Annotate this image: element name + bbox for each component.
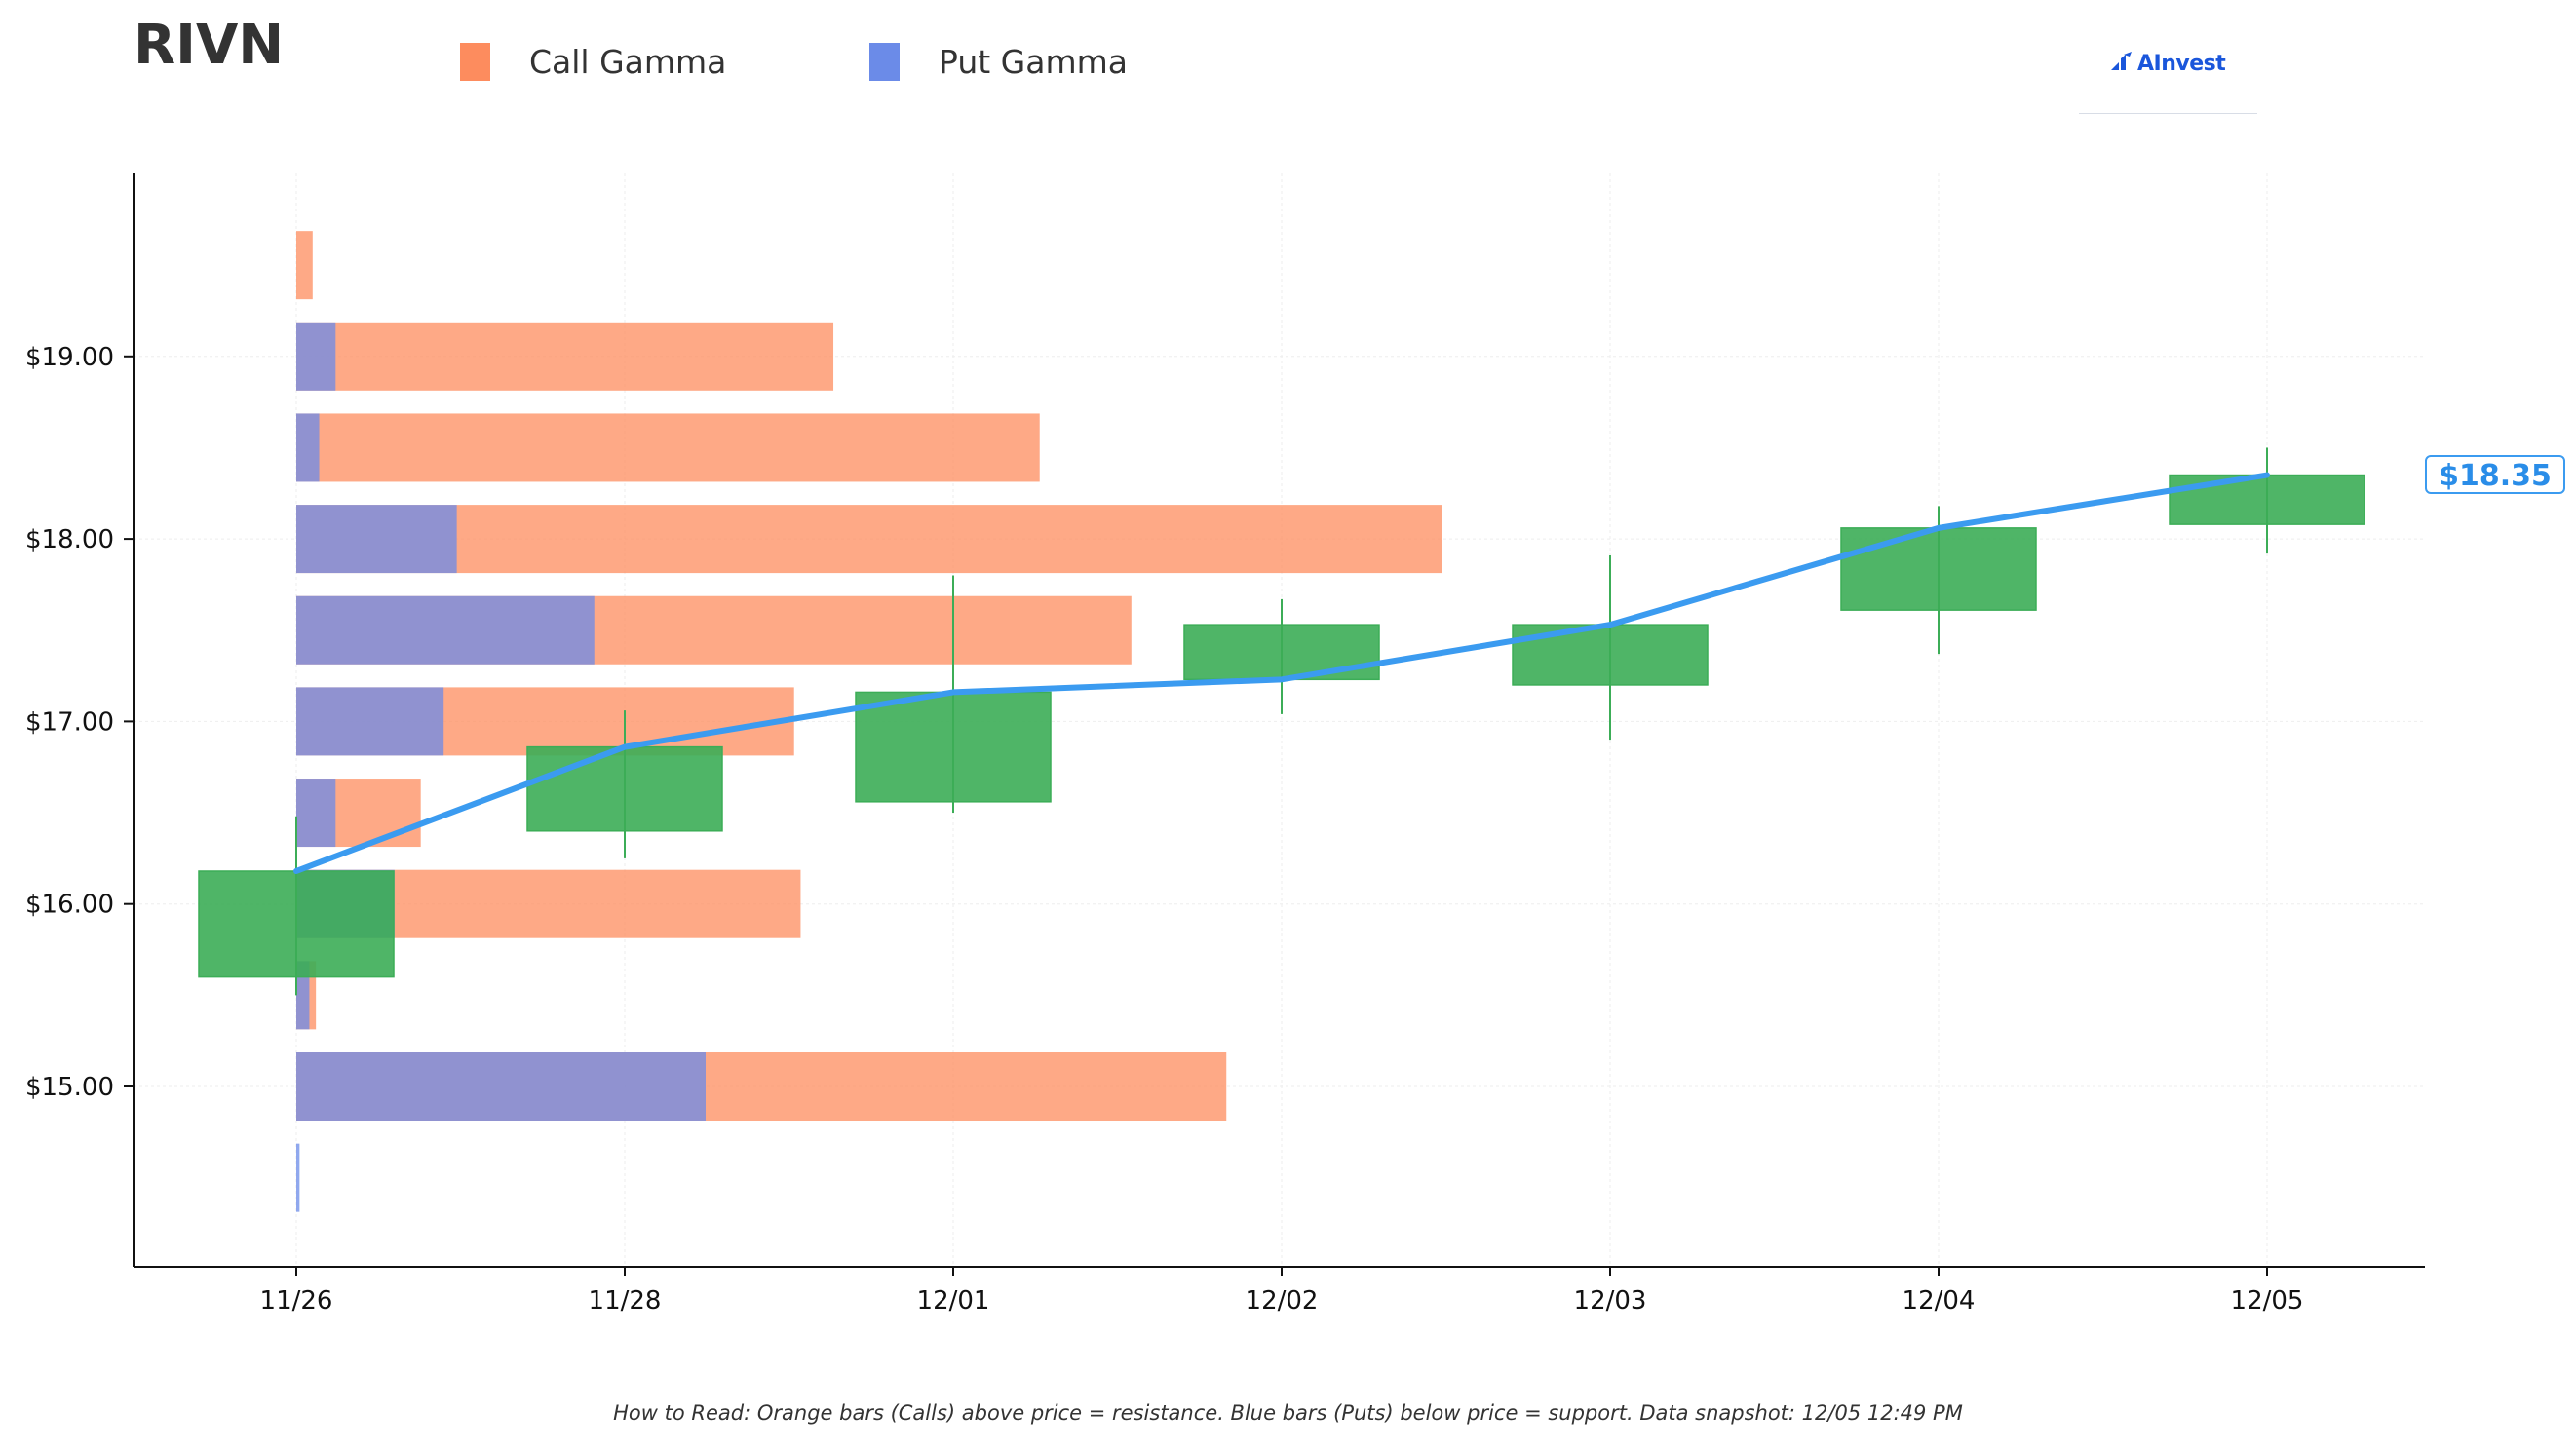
call-gamma-bar — [296, 231, 313, 300]
candle-body — [855, 691, 1052, 803]
y-tick-label: $19.00 — [25, 343, 114, 372]
call-gamma-bar — [296, 413, 1040, 482]
put-gamma-bar — [296, 413, 320, 482]
axes: $15.00 $16.00 $17.00 $18.00 $19.00 11/26 11/28… — [25, 173, 2425, 1315]
legend-put-label: Put Gamma — [939, 42, 1128, 81]
x-tick-label: 12/03 — [1574, 1286, 1647, 1315]
price-line — [293, 472, 2270, 874]
ainvest-logo-icon — [2111, 52, 2132, 70]
legend-call-label: Call Gamma — [529, 42, 727, 81]
ticker-title: RIVN — [134, 14, 285, 77]
footnote: How to Read: Orange bars (Calls) above p… — [613, 1401, 1963, 1425]
legend-put-gamma: Put Gamma — [869, 37, 1128, 86]
y-tick-label: $16.00 — [25, 891, 114, 920]
candle-body — [1840, 527, 2037, 611]
price-line-layer — [293, 472, 2270, 874]
put-gamma-bar — [296, 322, 336, 391]
candle-body — [198, 870, 395, 978]
x-tick-label: 12/05 — [2231, 1286, 2304, 1315]
put-gamma-bar — [296, 961, 310, 1030]
legend-call-gamma: Call Gamma — [460, 37, 726, 86]
last-price-tag: $18.35 — [2425, 455, 2565, 494]
y-tick-label: $15.00 — [25, 1073, 114, 1102]
put-gamma-bar — [296, 595, 595, 665]
candle-body — [526, 745, 723, 832]
put-gamma-bar — [296, 505, 457, 574]
put-gamma-bar — [296, 687, 444, 756]
call-gamma-bar — [296, 322, 834, 391]
call-gamma-bar — [296, 505, 1442, 574]
put-gamma-bar — [296, 779, 336, 848]
put-gamma-bar — [296, 1052, 706, 1121]
x-tick-label: 12/04 — [1903, 1286, 1976, 1315]
y-tick-label: $18.00 — [25, 525, 114, 554]
x-tick-label: 12/01 — [917, 1286, 990, 1315]
put-swatch — [869, 42, 900, 81]
brand-logo: AInvest — [2079, 49, 2257, 114]
x-tick-label: 12/02 — [1246, 1286, 1319, 1315]
put-gamma-bar — [296, 1143, 300, 1212]
candle-body — [2169, 474, 2365, 525]
candle-body — [1183, 624, 1380, 681]
y-tick-label: $17.00 — [25, 707, 114, 737]
x-tick-label: 11/28 — [589, 1286, 662, 1315]
call-swatch — [460, 42, 490, 81]
x-tick-label: 11/26 — [260, 1286, 333, 1315]
gamma-bars — [296, 231, 1442, 1212]
brand-name: AInvest — [2137, 52, 2226, 76]
